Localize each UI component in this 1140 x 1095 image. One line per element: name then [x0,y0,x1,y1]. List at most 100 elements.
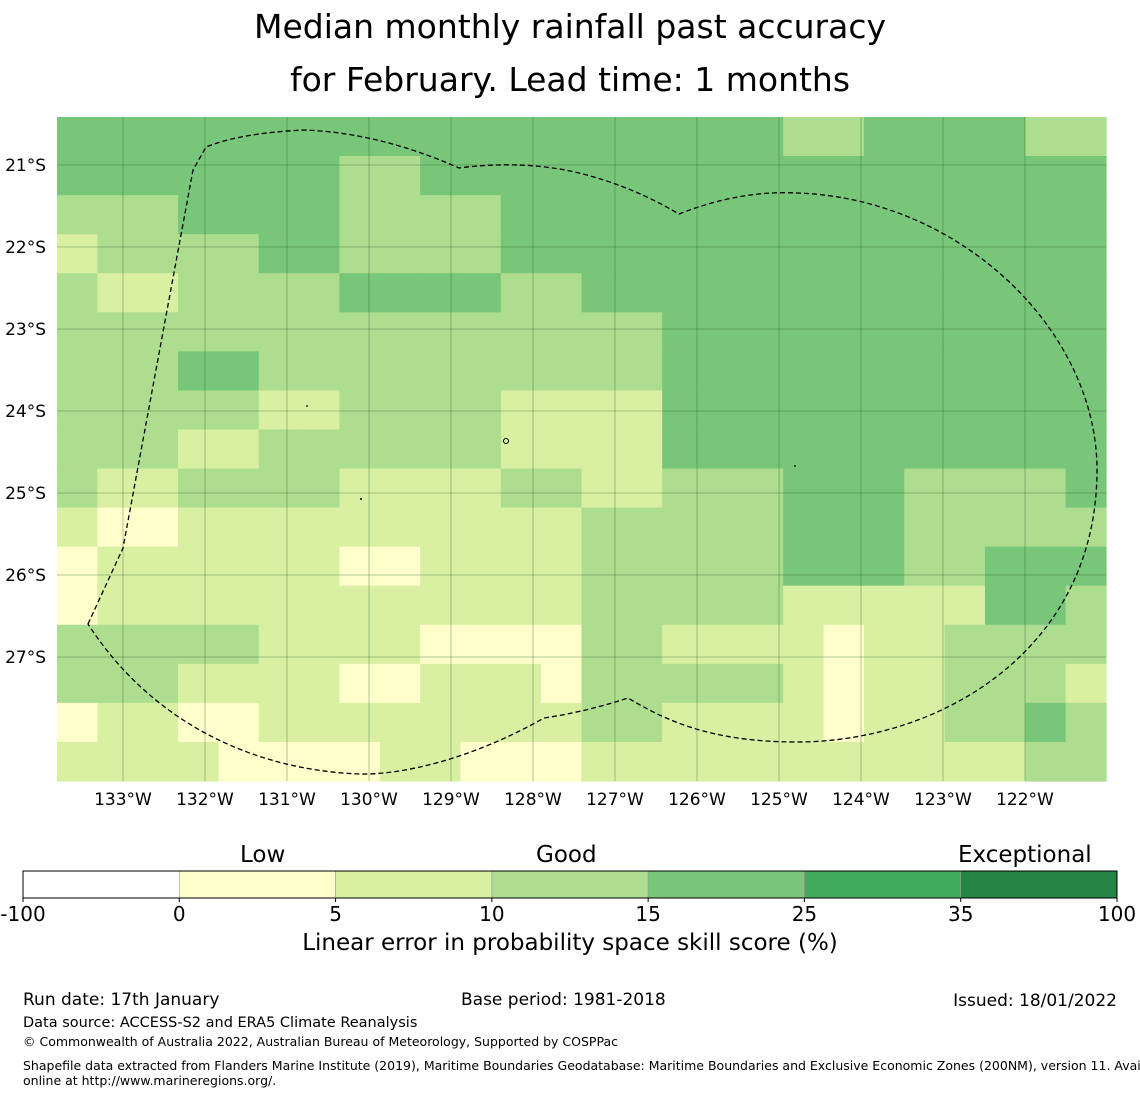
map-cell [57,117,98,157]
map-cell [944,156,986,196]
x-tick-label: 125°W [750,790,808,810]
map-cell [137,546,179,587]
map-cell [783,702,825,743]
map-cell [299,546,341,587]
map-cell [1065,507,1107,548]
map-cell [863,507,905,548]
map-cell [299,624,341,665]
map-cell [1025,273,1067,313]
map-cell [339,156,381,196]
map-cell [57,351,98,392]
map-cell [258,468,300,509]
map-cell [621,195,663,235]
map-cell [178,468,219,509]
map-cell [500,468,542,509]
map-cell [904,312,946,352]
map-cell [944,585,986,626]
map-cell [984,663,1026,704]
map-cell [823,195,865,235]
map-cell [218,663,260,704]
title-line-2: for February. Lead time: 1 months [289,60,851,99]
map-cell [984,156,1026,196]
map-cell [299,273,341,313]
map-cell [783,195,825,235]
map-cell [420,741,462,782]
map-cell [258,156,300,196]
map-cell [57,156,98,196]
map-cell [97,195,139,235]
map-cell [984,390,1026,431]
map-cell [339,351,381,392]
map-cell [984,546,1026,587]
map-cell [662,351,704,392]
map-cell [662,117,704,157]
map-cell [823,741,865,782]
map-cell [97,390,139,431]
map-cell [823,351,865,392]
map-cell [460,585,502,626]
map-cell [783,234,825,274]
map-cell [581,429,623,470]
map-cell [904,429,946,470]
x-tick-label: 133°W [94,790,152,810]
map-cell [944,507,986,548]
map-cell [500,195,542,235]
map-cell [299,585,341,626]
map-cell [339,390,381,431]
map-cell [1025,741,1067,782]
map-cell [218,546,260,587]
map-cell [662,312,704,352]
map-cell [621,663,663,704]
map-cell [1065,663,1107,704]
map-cell [500,546,542,587]
map-cell [1065,390,1107,431]
map-cell [742,312,784,352]
map-cell [984,741,1026,782]
map-cell [137,273,179,313]
map-cell [662,741,704,782]
map-cell [904,351,946,392]
map-cell [218,234,260,274]
colorbar-tick-label: -100 [0,902,46,926]
map-cell [823,234,865,274]
map-cell [702,624,744,665]
map-cell [178,546,219,587]
map-cell [1065,429,1107,470]
map-cell [178,663,219,704]
map-cell [863,156,905,196]
map-cell [541,234,583,274]
colorbar-tick-label: 5 [329,902,342,926]
map-cell [984,273,1026,313]
map-cell [541,390,583,431]
map-cell [137,156,179,196]
map-cell [742,273,784,313]
map-cell [904,234,946,274]
map-cell [57,546,98,587]
map-cell [218,351,260,392]
map-cell [621,585,663,626]
map-cell [460,468,502,509]
shapefile-credit-line-2: online at http://www.marineregions.org/. [23,1073,277,1088]
map-cell [258,351,300,392]
colorbar-tick-label: 10 [479,902,505,926]
map-cell [137,429,179,470]
map-cell [460,702,502,743]
map-cell [97,117,139,157]
map-cell [299,312,341,352]
map-cell [299,468,341,509]
map-cell [904,507,946,548]
map-cell [581,624,623,665]
map-cell [500,624,542,665]
map-cell [218,507,260,548]
map-cell [581,234,623,274]
map-cell [823,117,865,157]
map-cell [379,663,421,704]
map-cell [944,351,986,392]
map-cell [420,546,462,587]
map-cell [863,585,905,626]
y-tick-label: 23°S [5,320,46,340]
map-cell [339,234,381,274]
colorbar-bin [960,870,1118,899]
map-cell [339,741,381,782]
